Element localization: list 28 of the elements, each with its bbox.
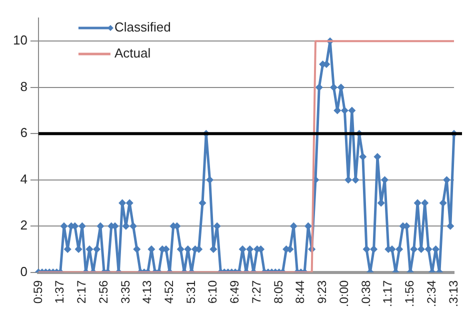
x-tick-label: 9:23 xyxy=(315,280,330,304)
y-tick-label: 6 xyxy=(20,125,28,140)
x-tick-label: 2:17 xyxy=(74,280,89,304)
x-tick-label: 6:49 xyxy=(228,280,242,304)
x-tick-label: 8:44 xyxy=(293,280,308,304)
x-tick-label: 5:31 xyxy=(184,280,198,304)
x-tick-label: 6:10 xyxy=(206,280,220,304)
x-tick-label: 3:35 xyxy=(118,280,132,304)
x-tick-label: 1:37 xyxy=(52,280,67,304)
x-tick-label: .1:17 xyxy=(380,280,395,308)
x-tick-label: .2:34 xyxy=(424,280,438,308)
x-tick-label: .0:00 xyxy=(336,280,351,308)
x-tick-label: 4:52 xyxy=(162,280,176,304)
y-tick-label: 2 xyxy=(20,218,28,233)
y-tick-label: 0 xyxy=(20,264,28,279)
legend-label: Actual xyxy=(114,46,151,61)
x-tick-label: .0:38 xyxy=(358,280,373,308)
x-tick-label: .1:56 xyxy=(402,280,417,308)
x-tick-label: 8:05 xyxy=(271,280,286,304)
x-tick-label: .3:13 xyxy=(446,280,460,308)
x-tick-label: 2:56 xyxy=(96,280,110,304)
y-tick-label: 4 xyxy=(20,171,28,186)
y-tick-label: 8 xyxy=(20,78,28,94)
x-tick-label: 7:27 xyxy=(249,280,264,304)
y-tick-label: 10 xyxy=(12,32,28,48)
legend-label: Classified xyxy=(114,20,171,35)
x-tick-label: 0:59 xyxy=(30,280,45,304)
x-tick-label: 4:13 xyxy=(140,280,154,304)
